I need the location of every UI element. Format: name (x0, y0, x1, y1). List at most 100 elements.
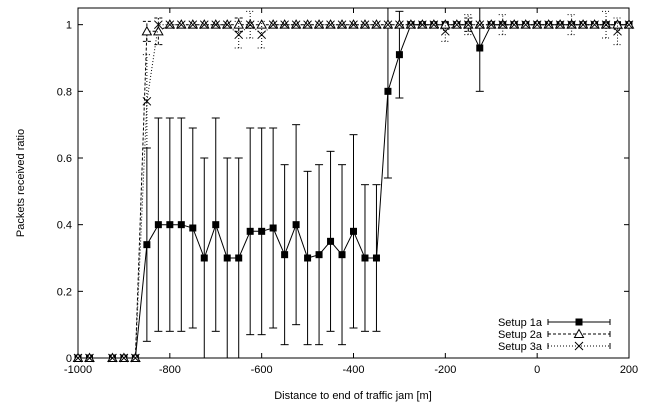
data-point (85, 353, 94, 363)
data-point (361, 254, 369, 262)
data-point (233, 19, 245, 29)
data-point (544, 20, 553, 30)
data-point (154, 221, 162, 229)
data-point (360, 20, 370, 30)
data-point (119, 353, 129, 363)
data-point (521, 20, 531, 30)
data-point (349, 20, 358, 30)
legend-marker (575, 318, 583, 326)
x-tick-label: 0 (534, 364, 540, 376)
legend-label: Setup 1a (498, 317, 543, 329)
data-point (143, 241, 151, 249)
data-point (601, 20, 611, 30)
data-point (624, 20, 634, 30)
x-axis-label: Distance to end of traffic jam [m] (274, 390, 432, 402)
chart-marks: -1000 -800 -600 -400 -200 0 200 0 0.2 0.4 0.6 0.8 1 S… (57, 7, 638, 376)
y-tick-label: 1 (66, 20, 72, 32)
data-point (189, 224, 197, 232)
legend-label: Setup 3a (498, 341, 543, 353)
data-point (498, 20, 508, 30)
data-point (268, 20, 278, 30)
y-axis-label: Packets received ratio (15, 129, 27, 237)
data-point (315, 251, 323, 259)
data-point (327, 237, 335, 245)
data-point (281, 251, 289, 259)
data-point (199, 20, 209, 30)
data-point (280, 20, 289, 30)
data-point (211, 20, 221, 30)
x-tick-label: -200 (434, 364, 456, 376)
data-point (476, 44, 484, 52)
data-point (612, 19, 623, 29)
data-point (257, 30, 267, 40)
data-point (303, 20, 312, 30)
data-point (372, 254, 380, 262)
y-tick-label: 0.2 (57, 286, 72, 298)
x-tick-label: -1000 (64, 364, 92, 376)
data-point (165, 20, 175, 30)
data-point (142, 96, 152, 106)
data-point (532, 20, 542, 30)
data-point (509, 20, 519, 30)
data-point (245, 20, 255, 30)
y-tick-label: 0.4 (57, 220, 72, 232)
data-point (440, 26, 450, 36)
data-point (223, 254, 231, 262)
data-point (258, 227, 266, 235)
data-point (486, 20, 496, 30)
data-point (326, 20, 335, 30)
data-point (292, 221, 300, 229)
legend-marker (573, 328, 585, 338)
data-point (235, 254, 243, 262)
data-point (429, 20, 439, 30)
data-point (383, 20, 393, 30)
data-point (406, 20, 416, 30)
data-point (463, 20, 473, 30)
data-point (131, 353, 140, 363)
data-point (384, 87, 392, 95)
y-tick-label: 0 (66, 353, 72, 365)
data-point (154, 20, 163, 30)
data-point (304, 254, 312, 262)
data-point (350, 227, 357, 235)
x-tick-label: -800 (159, 364, 181, 376)
data-point (269, 224, 277, 232)
data-point (613, 26, 622, 36)
data-point (177, 221, 185, 229)
data-point (578, 20, 588, 30)
data-point (418, 20, 427, 30)
legend-marker (574, 341, 584, 351)
x-tick-label: -600 (251, 364, 273, 376)
data-point (567, 20, 576, 30)
legend-label: Setup 2a (498, 329, 543, 341)
data-point (246, 227, 254, 235)
data-point (590, 20, 599, 30)
data-point (291, 20, 301, 30)
data-point (372, 20, 381, 30)
y-tick-label: 0.6 (57, 153, 72, 165)
data-point (212, 221, 220, 229)
data-point (439, 19, 451, 29)
data-point (200, 254, 208, 262)
data-point (234, 30, 244, 40)
series-3 (73, 10, 634, 363)
data-point (256, 19, 268, 29)
data-point (176, 20, 186, 30)
data-point (314, 20, 324, 30)
x-tick-label: -400 (342, 364, 364, 376)
data-point (166, 221, 174, 229)
data-point (555, 20, 565, 30)
data-point (395, 20, 404, 30)
data-point (338, 251, 346, 259)
data-point (475, 20, 485, 30)
data-point (141, 25, 153, 36)
series-1 (74, 7, 633, 362)
y-tick-label: 0.8 (57, 86, 72, 98)
data-point (222, 20, 232, 30)
data-point (337, 20, 347, 30)
data-point (152, 25, 164, 36)
data-point (395, 51, 403, 59)
